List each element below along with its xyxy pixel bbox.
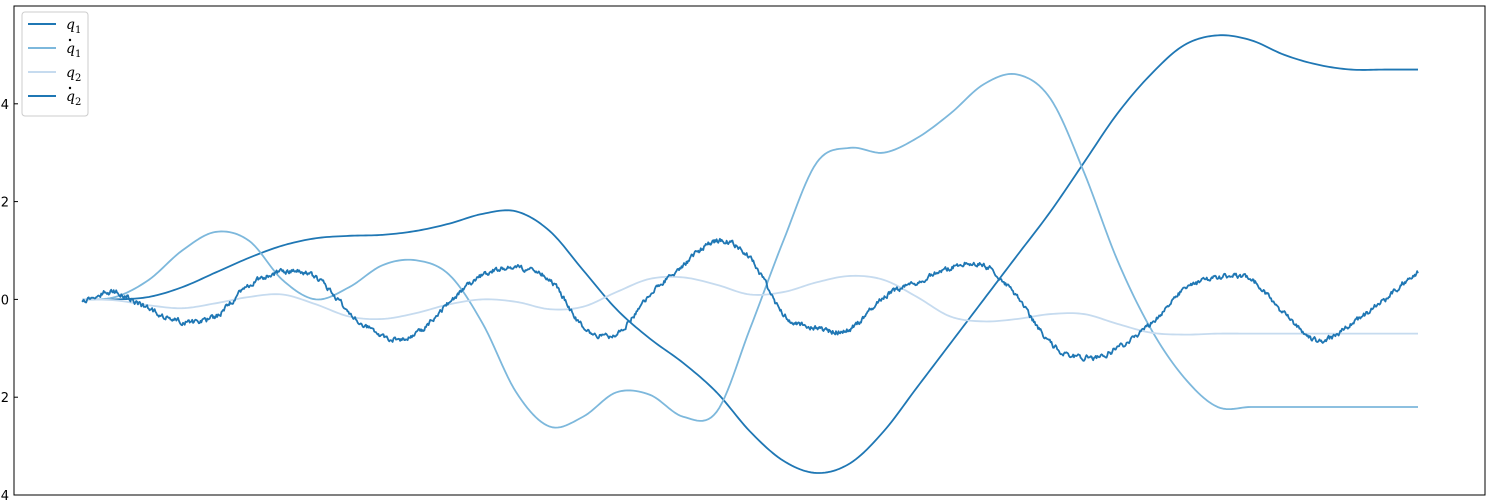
- y-tick-label: 2: [1, 391, 9, 406]
- legend-dot-accent: [68, 86, 72, 90]
- series-line-1: [81, 34, 1418, 474]
- legend-label: q2: [66, 89, 81, 108]
- series-group: [81, 34, 1419, 474]
- y-axis: 4 2 0 2 4: [1, 98, 18, 500]
- y-tick-label: 4: [1, 98, 9, 113]
- legend-dot-accent: [68, 38, 72, 42]
- y-tick-label: 4: [1, 489, 9, 500]
- legend-label: q2: [66, 65, 81, 84]
- series-line-4: [81, 237, 1419, 362]
- y-tick-label: 2: [1, 196, 9, 211]
- legend-label: q1: [66, 17, 81, 36]
- plot-area: [13, 5, 1486, 496]
- series-line-2: [81, 72, 1418, 429]
- y-tick-label: 0: [1, 293, 9, 308]
- legend-box: [21, 11, 89, 117]
- series-line-3: [81, 274, 1418, 336]
- plot-frame: [13, 5, 1486, 496]
- legend-label: q1: [66, 41, 81, 60]
- legend: q1 q1 q2 q2: [21, 11, 89, 117]
